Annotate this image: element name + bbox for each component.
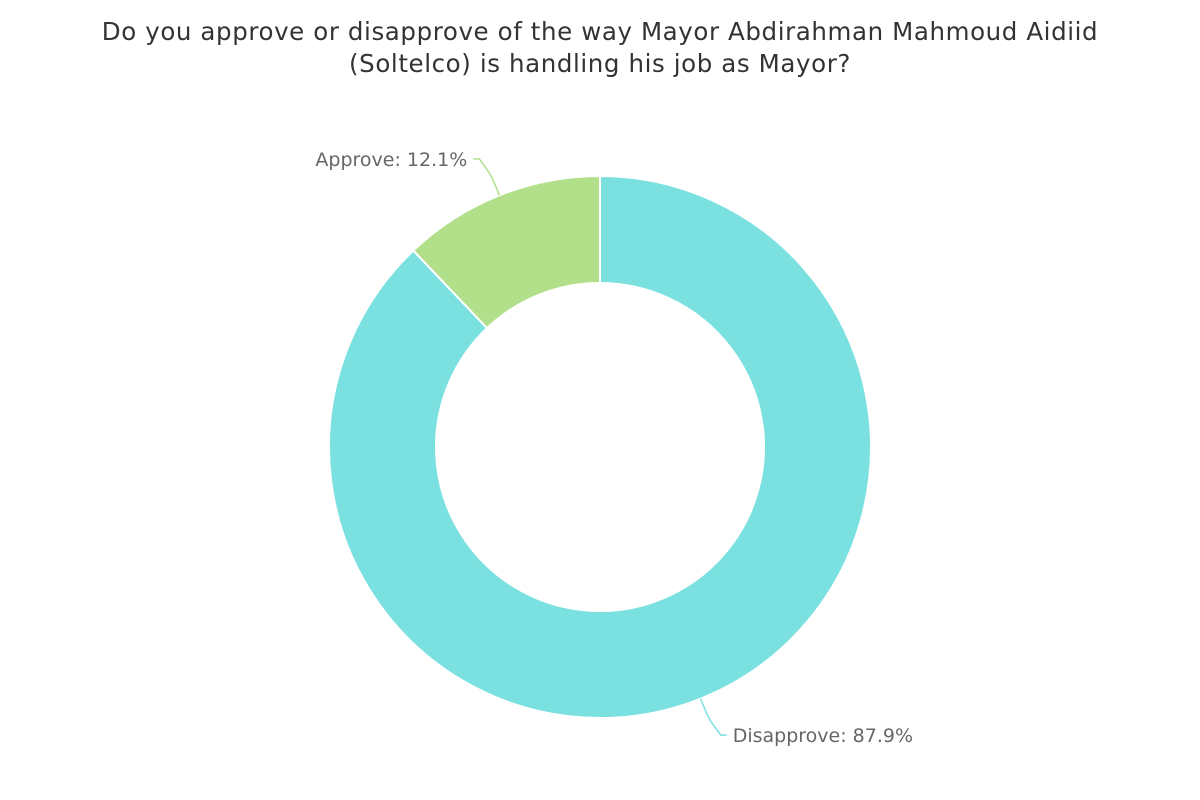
leader-lines-layer [473, 158, 727, 736]
slice-disapprove[interactable] [328, 174, 872, 719]
chart-title-line-2: (Soltelco) is handling his job as Mayor? [349, 49, 851, 78]
label-disapprove: Disapprove: 87.9% [733, 725, 913, 747]
leader-line-approve [473, 158, 501, 196]
labels-layer: Approve: 12.1% Disapprove: 87.9% [315, 149, 913, 747]
chart-title: Do you approve or disapprove of the way … [0, 16, 1200, 80]
slices-layer [328, 174, 872, 719]
chart-title-line-1: Do you approve or disapprove of the way … [101, 17, 1099, 46]
label-approve: Approve: 12.1% [315, 149, 467, 171]
leader-line-disapprove [699, 698, 727, 736]
